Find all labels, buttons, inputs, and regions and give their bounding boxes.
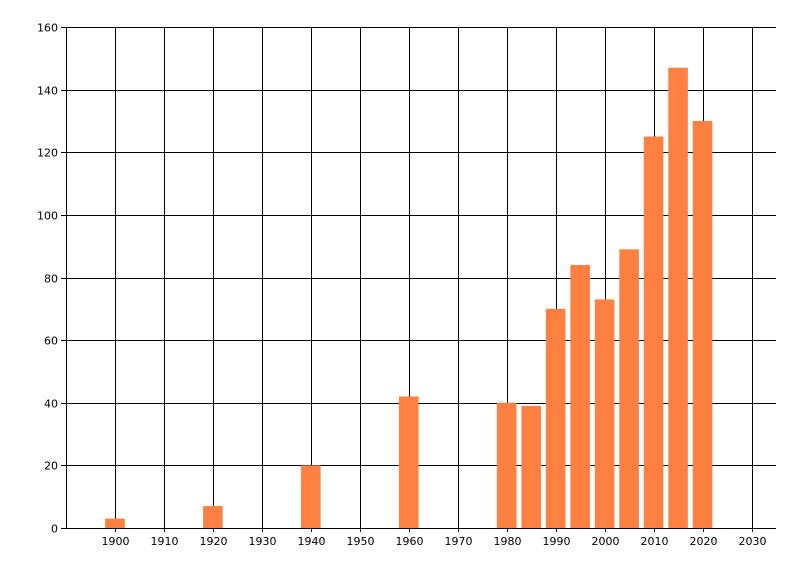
y-tick-label: 140 <box>37 85 58 98</box>
y-tick-label: 20 <box>44 460 58 473</box>
bar-1990 <box>545 308 566 528</box>
bar-2005 <box>619 249 639 528</box>
bars <box>105 67 713 529</box>
y-tick-label: 40 <box>44 398 58 411</box>
bar-1900 <box>105 518 125 528</box>
x-tick-label: 1940 <box>298 535 326 548</box>
y-tick-label: 0 <box>51 523 58 536</box>
bar-1940 <box>301 465 321 528</box>
x-tick-label: 1900 <box>102 535 130 548</box>
bar-2000 <box>594 299 615 528</box>
x-tick-label: 2030 <box>739 535 767 548</box>
y-tick-label: 160 <box>37 22 58 35</box>
bar-2010 <box>643 136 664 528</box>
x-tick-label: 1980 <box>494 535 522 548</box>
x-tick-label: 1920 <box>200 535 228 548</box>
bar-1985 <box>521 405 541 528</box>
bar-1980 <box>496 402 517 528</box>
x-tick-label: 1950 <box>347 535 375 548</box>
x-tick-label: 2010 <box>641 535 669 548</box>
tick-labels: 0 20 40 60 80 100 120 140 160 1900 1910 1920 1930 194… <box>37 22 767 549</box>
x-tick-label: 1910 <box>151 535 179 548</box>
x-tick-label: 1960 <box>396 535 424 548</box>
y-tick-label: 100 <box>37 210 58 223</box>
x-tick-label: 1970 <box>445 535 473 548</box>
bar-1960 <box>398 396 419 528</box>
axes <box>66 27 776 529</box>
bar-1995 <box>570 264 590 528</box>
x-tick-label: 1990 <box>543 535 571 548</box>
x-tick-label: 1930 <box>249 535 277 548</box>
x-tick-label: 2020 <box>690 535 718 548</box>
y-tick-label: 120 <box>37 147 58 160</box>
bar-1920 <box>203 506 223 528</box>
bar-2015 <box>668 67 688 529</box>
x-tick-label: 2000 <box>592 535 620 548</box>
y-tick-label: 60 <box>44 335 58 348</box>
y-tick-label: 80 <box>44 273 58 286</box>
bar-2020 <box>692 120 713 528</box>
